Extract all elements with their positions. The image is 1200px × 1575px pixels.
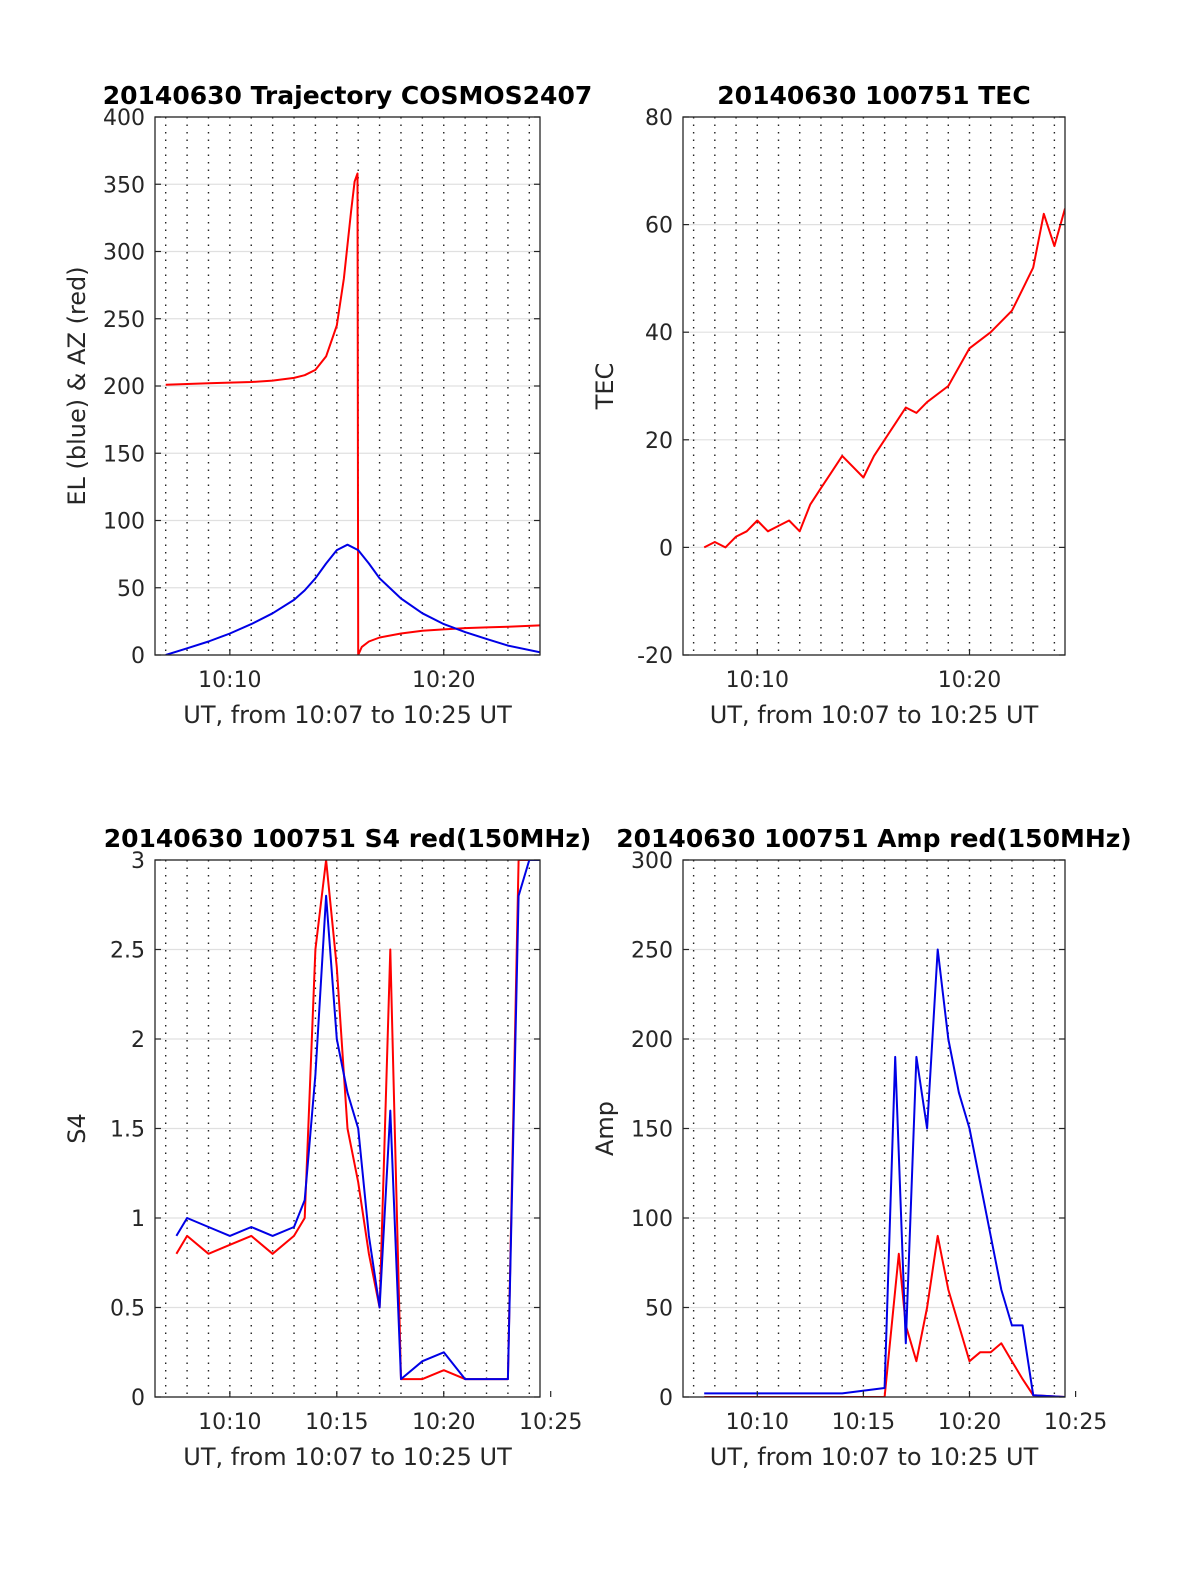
- s4-ylabel: S4: [63, 1113, 91, 1144]
- trajectory-ytick-label-5: 250: [103, 308, 145, 333]
- amp-xtick-label-0: 10:10: [726, 1410, 789, 1435]
- tec-axes-box: [682, 116, 1066, 656]
- tec-ytick-label-5: 80: [645, 106, 673, 131]
- s4-series-red: [175, 860, 540, 1381]
- amp-ytick-label-5: 250: [631, 939, 673, 964]
- tec-panel: -20 0 20 40 60 80 10:10 10:20 20140630 100751 TE…: [591, 81, 1066, 729]
- trajectory-ytick-label-3: 150: [103, 442, 145, 467]
- s4-panel: 0 0.5 1 1.5 2 2.5 3 10:10 10:15 10:20 10:25 2014063…: [63, 824, 591, 1471]
- s4-xtick-label-0: 10:10: [198, 1410, 261, 1435]
- trajectory-ytick-label-4: 200: [103, 375, 145, 400]
- s4-ytick-label-0: 0: [131, 1386, 145, 1411]
- s4-ytick-label-5: 2.5: [110, 939, 145, 964]
- tec-ytick-label-0: -20: [637, 644, 673, 669]
- trajectory-xtick-label-1: 10:20: [412, 668, 475, 693]
- tec-series-red: [703, 208, 1065, 549]
- s4-ytick-label-2: 1: [131, 1207, 145, 1232]
- tec-ytick-label-3: 40: [645, 321, 673, 346]
- tec-title: 20140630 100751 TEC: [717, 81, 1030, 110]
- s4-xtick-label-2: 10:20: [412, 1410, 475, 1435]
- tec-xtick-label-0: 10:10: [726, 668, 789, 693]
- s4-ytick-label-1: 0.5: [110, 1297, 145, 1322]
- s4-ytick-label-3: 1.5: [110, 1118, 145, 1143]
- s4-series-blue: [175, 860, 540, 1381]
- trajectory-ytick-label-7: 350: [103, 173, 145, 198]
- amp-ytick-label-6: 300: [631, 849, 673, 874]
- amp-series-blue: [704, 948, 1065, 1397]
- trajectory-xlabel: UT, from 10:07 to 10:25 UT: [183, 701, 512, 729]
- amp-xtick-label-3: 10:25: [1044, 1410, 1107, 1435]
- tec-ytick-label-1: 0: [659, 536, 673, 561]
- s4-title: 20140630 100751 S4 red(150MHz): [104, 824, 592, 853]
- trajectory-series-red: [165, 172, 540, 655]
- tec-ytick-label-4: 60: [645, 214, 673, 239]
- amp-title: 20140630 100751 Amp red(150MHz): [616, 824, 1132, 853]
- trajectory-ytick-label-2: 100: [103, 510, 145, 535]
- tec-xlabel: UT, from 10:07 to 10:25 UT: [710, 701, 1039, 729]
- trajectory-xtick-label-0: 10:10: [198, 668, 261, 693]
- trajectory-series-blue: [165, 543, 540, 655]
- s4-xlabel: UT, from 10:07 to 10:25 UT: [183, 1443, 512, 1471]
- trajectory-ytick-label-8: 400: [103, 106, 145, 131]
- trajectory-panel: 0 50 100 150 200 250 300 350 400 10:10 10:20 201406…: [63, 81, 592, 729]
- amp-ytick-label-3: 150: [631, 1118, 673, 1143]
- amp-ylabel: Amp: [591, 1101, 619, 1156]
- trajectory-ytick-label-0: 0: [131, 644, 145, 669]
- amp-xtick-label-1: 10:15: [832, 1410, 895, 1435]
- amp-ytick-label-2: 100: [631, 1207, 673, 1232]
- s4-ytick-label-6: 3: [131, 849, 145, 874]
- tec-ytick-label-2: 20: [645, 429, 673, 454]
- amp-ytick-label-4: 200: [631, 1028, 673, 1053]
- tec-xtick-label-1: 10:20: [938, 668, 1001, 693]
- amp-series-red: [704, 1234, 1065, 1397]
- trajectory-ylabel: EL (blue) & AZ (red): [63, 266, 91, 505]
- trajectory-title: 20140630 Trajectory COSMOS2407: [103, 81, 593, 110]
- trajectory-ytick-label-1: 50: [117, 577, 145, 602]
- amp-ytick-label-0: 0: [659, 1386, 673, 1411]
- amp-panel: 0 50 100 150 200 250 300 10:10 10:15 10:20 10:25 20…: [591, 824, 1132, 1471]
- s4-xtick-label-1: 10:15: [305, 1410, 368, 1435]
- tec-ylabel: TEC: [591, 363, 619, 411]
- s4-xtick-label-3: 10:25: [519, 1410, 582, 1435]
- amp-xtick-label-2: 10:20: [938, 1410, 1001, 1435]
- amp-ytick-label-1: 50: [645, 1297, 673, 1322]
- amp-xlabel: UT, from 10:07 to 10:25 UT: [710, 1443, 1039, 1471]
- trajectory-ytick-label-6: 300: [103, 241, 145, 266]
- s4-ytick-label-4: 2: [131, 1028, 145, 1053]
